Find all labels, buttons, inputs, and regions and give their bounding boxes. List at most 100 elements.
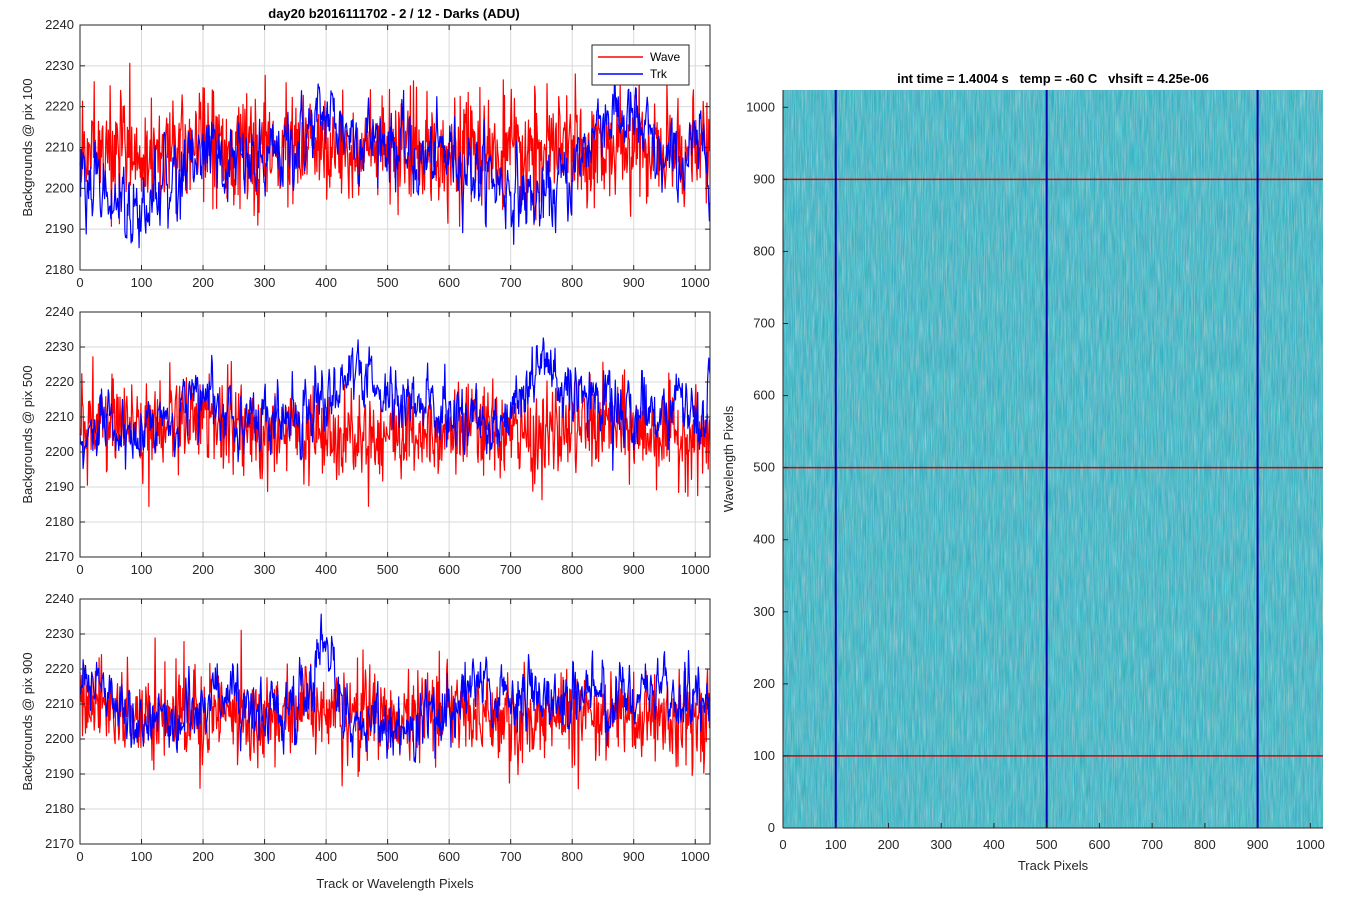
x-tick-label: 1000 [681,849,710,864]
x-tick-label: 400 [315,562,337,577]
plot-pix-900: 2170 2180 2190 2200 2210 2220 2230 2240 0 100 200 3… [20,591,711,891]
figure-title: day20 b2016111702 - 2 / 12 - Darks (ADU) [268,6,519,21]
image-y-tick-label: 0 [768,820,775,835]
image-y-tick-label: 100 [753,748,775,763]
y-tick-label: 2240 [45,591,74,606]
image-x-tick-label: 600 [1089,837,1111,852]
image-y-tick-label: 400 [753,532,775,547]
x-tick-label: 700 [500,849,522,864]
y-tick-label: 2210 [45,696,74,711]
legend: Wave Trk [591,44,690,86]
legend-box [591,44,690,86]
y-tick-label: 2170 [45,836,74,851]
image-y-axis-label: Wavelength Pixels [721,405,736,512]
image-x-tick-label: 100 [825,837,847,852]
x-tick-label: 100 [131,849,153,864]
background-image-panel: int time = 1.4004 s temp = -60 C vhsift … [721,71,1325,873]
x-tick-label: 600 [438,275,460,290]
x-tick-label: 0 [76,849,83,864]
x-tick-label: 900 [623,275,645,290]
image-y-tick-label: 500 [753,460,775,475]
y-tick-label: 2180 [45,514,74,529]
y-tick-label: 2240 [45,304,74,319]
x-tick-label: 500 [377,849,399,864]
y-tick-label: 2190 [45,766,74,781]
image-texture [783,90,1323,828]
y-tick-label: 2220 [45,99,74,114]
series-line-trk [79,60,711,249]
legend-wave-label: Wave [650,50,681,64]
x-tick-label: 400 [315,849,337,864]
y-tick-label: 2200 [45,444,74,459]
image-title: int time = 1.4004 s temp = -60 C vhsift … [897,71,1209,86]
y-tick-label: 2190 [45,479,74,494]
x-tick-label: 800 [561,562,583,577]
image-x-tick-label: 500 [1036,837,1058,852]
image-y-tick-label: 1000 [746,99,775,114]
x-tick-label: 1000 [681,275,710,290]
x-tick-label: 800 [561,275,583,290]
x-tick-label: 600 [438,562,460,577]
image-x-tick-label: 800 [1194,837,1216,852]
y-tick-label: 2220 [45,661,74,676]
y-axis-label: Backgrounds @ pix 900 [20,652,35,790]
y-tick-label: 2180 [45,262,74,277]
image-x-tick-label: 900 [1247,837,1269,852]
x-tick-label: 400 [315,275,337,290]
x-tick-label: 1000 [681,562,710,577]
axes-frame [79,598,711,845]
y-tick-label: 2200 [45,731,74,746]
x-tick-label: 0 [76,275,83,290]
y-tick-label: 2240 [45,17,74,32]
x-tick-label: 300 [254,849,276,864]
y-tick-label: 2230 [45,626,74,641]
image-y-tick-label: 900 [753,171,775,186]
x-tick-label: 700 [500,562,522,577]
x-tick-label: 700 [500,275,522,290]
image-x-axis-label: Track Pixels [1018,858,1089,873]
x-tick-label: 100 [131,275,153,290]
y-tick-label: 2190 [45,221,74,236]
x-tick-label: 200 [192,275,214,290]
image-x-tick-label: 1000 [1296,837,1325,852]
y-axis-label: Backgrounds @ pix 500 [20,365,35,503]
legend-trk-label: Trk [650,67,668,81]
image-x-tick-label: 400 [983,837,1005,852]
x-axis-label: Track or Wavelength Pixels [316,876,474,891]
x-tick-label: 0 [76,562,83,577]
x-tick-label: 100 [131,562,153,577]
image-x-tick-label: 700 [1141,837,1163,852]
y-tick-label: 2200 [45,180,74,195]
plot-pix-500: 2170 2180 2190 2200 2210 2220 2230 2240 0 100 200 3… [20,304,711,577]
y-tick-label: 2210 [45,409,74,424]
x-tick-label: 600 [438,849,460,864]
series-line-trk [79,613,711,763]
image-y-tick-label: 700 [753,316,775,331]
x-tick-label: 300 [254,275,276,290]
series-line-trk [79,337,711,471]
x-tick-label: 900 [623,849,645,864]
x-tick-label: 500 [377,562,399,577]
y-tick-label: 2170 [45,549,74,564]
image-x-tick-label: 0 [779,837,786,852]
image-y-tick-label: 200 [753,676,775,691]
x-tick-label: 200 [192,562,214,577]
image-y-tick-label: 600 [753,388,775,403]
y-tick-label: 2210 [45,140,74,155]
image-x-tick-label: 300 [930,837,952,852]
y-tick-label: 2220 [45,374,74,389]
image-y-tick-label: 300 [753,604,775,619]
image-y-tick-label: 800 [753,243,775,258]
y-tick-label: 2230 [45,58,74,73]
y-tick-label: 2230 [45,339,74,354]
x-tick-label: 200 [192,849,214,864]
axes-frame [79,311,711,558]
series-line-wave [79,356,711,507]
x-tick-label: 800 [561,849,583,864]
image-x-tick-label: 200 [878,837,900,852]
x-tick-label: 500 [377,275,399,290]
y-axis-label: Backgrounds @ pix 100 [20,78,35,216]
y-tick-label: 2180 [45,801,74,816]
x-tick-label: 900 [623,562,645,577]
